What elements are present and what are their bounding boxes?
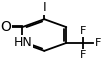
Text: F: F (80, 50, 86, 60)
Text: I: I (42, 1, 46, 14)
Text: HN: HN (13, 36, 32, 49)
Text: F: F (95, 38, 101, 48)
Text: F: F (80, 26, 86, 36)
Text: O: O (0, 20, 11, 34)
